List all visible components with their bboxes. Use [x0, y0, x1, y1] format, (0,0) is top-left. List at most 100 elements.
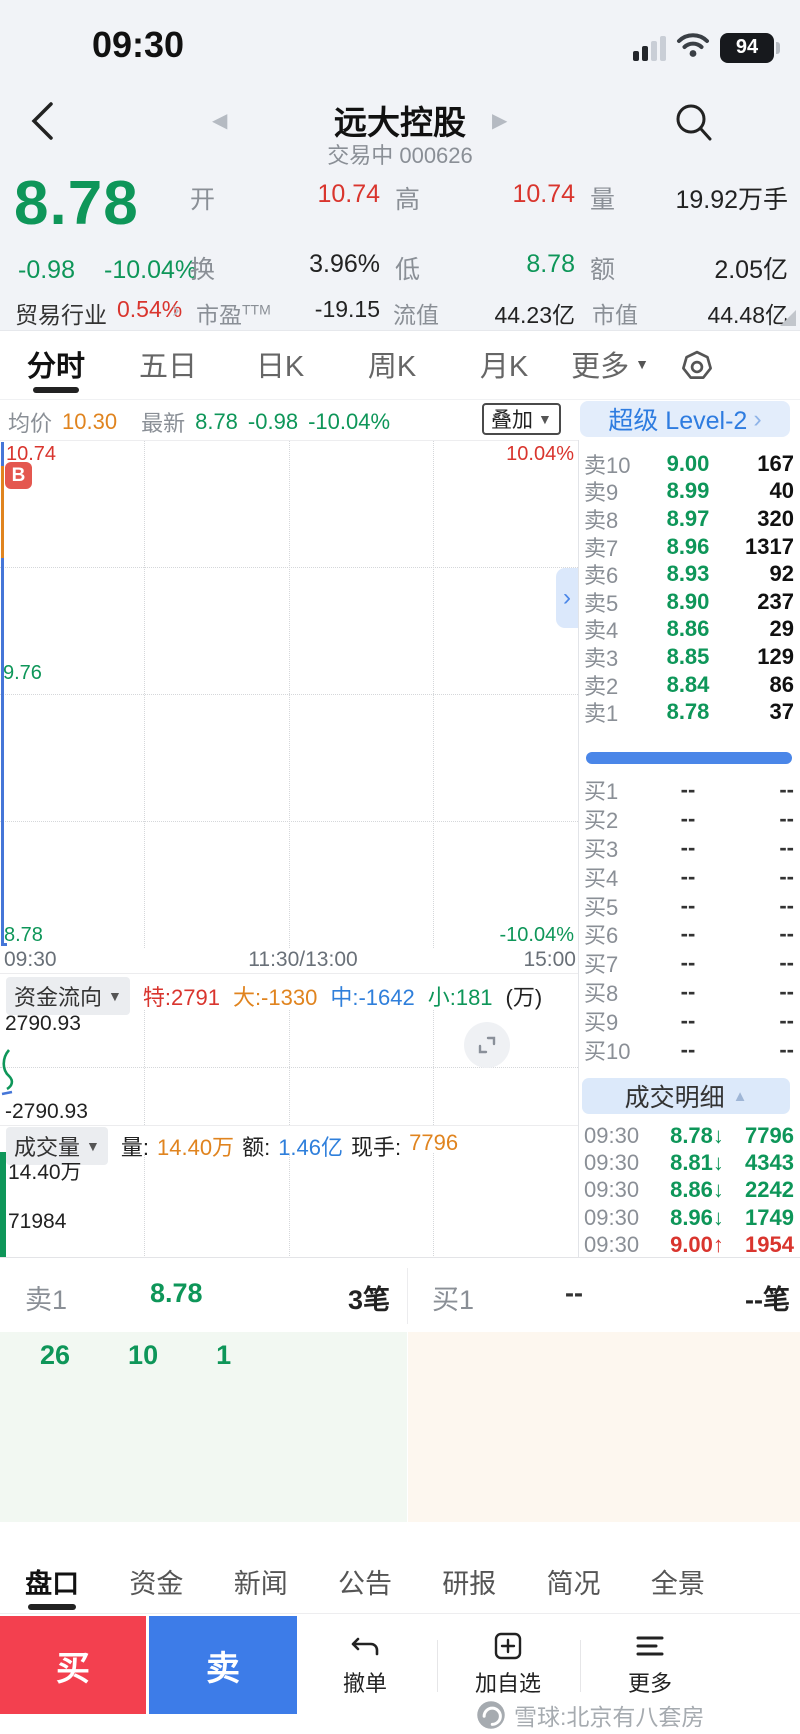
sell-level-row[interactable]: 卖2 8.84 86: [584, 671, 794, 699]
sell-level-row[interactable]: 卖6 8.93 92: [584, 561, 794, 589]
pane-border: [0, 1125, 578, 1126]
x-tick: 15:00: [523, 948, 576, 971]
level2-link[interactable]: 超级 Level-2 ›: [580, 401, 790, 437]
last-value: 8.78: [195, 409, 238, 434]
sell-queue-panel: [0, 1332, 407, 1522]
buy-level-row[interactable]: 买10 -- --: [584, 1036, 794, 1064]
trade-row: 09:30 8.81↓ 4343: [584, 1150, 794, 1176]
caret-down-icon: ▼: [86, 1138, 100, 1154]
sell-level-row[interactable]: 卖3 8.85 129: [584, 643, 794, 671]
volume-selector[interactable]: 成交量 ▼: [6, 1127, 108, 1165]
pct-axis-top: 10.04%: [506, 443, 574, 465]
signal-icon: [633, 35, 666, 61]
back-button[interactable]: [24, 98, 64, 149]
footer-tabs: 盘口 资金 新闻 公告 研报 简况 全景: [0, 1552, 730, 1610]
buy-level-row[interactable]: 买9 -- --: [584, 1007, 794, 1035]
current-price: 8.78: [14, 169, 139, 238]
cancel-order-icon: [351, 1637, 379, 1656]
period-tab[interactable]: 日K: [255, 351, 305, 383]
sell-level-row[interactable]: 卖1 8.78 37: [584, 699, 794, 727]
price-change: -0.98: [18, 256, 75, 284]
queue-lot: 26: [40, 1340, 71, 1370]
fullscreen-icon: [478, 1036, 496, 1054]
prev-stock-icon[interactable]: ◀: [212, 110, 228, 132]
buy-level-row[interactable]: 买5 -- --: [584, 892, 794, 920]
period-tab[interactable]: 周K: [367, 351, 417, 383]
stock-title: 远大控股: [334, 104, 466, 141]
footer-tab[interactable]: 全景: [650, 1568, 705, 1599]
buy-level-row[interactable]: 买8 -- --: [584, 978, 794, 1006]
buy1-label: 买1: [432, 1285, 475, 1315]
sell-level-row[interactable]: 卖8 8.97 320: [584, 505, 794, 533]
trade-row: 09:30 8.86↓ 2242: [584, 1177, 794, 1203]
sell-level-row[interactable]: 卖10 9.00 167: [584, 450, 794, 478]
market-cap-label: 市值: [592, 302, 638, 328]
wifi-icon: [676, 32, 710, 63]
cancel-order-button[interactable]: 撤单: [325, 1631, 405, 1698]
buy-level-row[interactable]: 买2 -- --: [584, 806, 794, 834]
funds-flow-values: 特:2791 大:-1330 中:-1642 小:181 (万): [143, 980, 542, 1012]
fullscreen-button[interactable]: [464, 1022, 510, 1068]
sell-level-row[interactable]: 卖4 8.86 29: [584, 616, 794, 644]
search-button[interactable]: [672, 100, 714, 149]
trade-row: 09:30 8.96↓ 1749: [584, 1204, 794, 1230]
footer-tab[interactable]: 简况: [546, 1568, 601, 1599]
footer-tab[interactable]: 公告: [337, 1568, 392, 1599]
snowball-logo-icon: [477, 1701, 505, 1729]
buy-level-row[interactable]: 买7 -- --: [584, 950, 794, 978]
triangle-up-icon: ▲: [732, 1087, 748, 1105]
trade-detail-list: 09:30 8.78↓ 7796 09:30 8.81↓ 4343 09:30 …: [584, 1122, 794, 1259]
period-tab[interactable]: 五日: [138, 351, 197, 383]
footer-tab[interactable]: 新闻: [233, 1568, 288, 1599]
funds-flow-item: 中:-1642: [330, 985, 415, 1010]
top-background: [0, 0, 800, 330]
volume-item: 额:: [242, 1135, 271, 1160]
stat-label: 量: [590, 186, 616, 214]
x-tick: 09:30: [4, 948, 57, 971]
pct-axis-bottom: -10.04%: [499, 924, 575, 946]
buy-level-row[interactable]: 买1 -- --: [584, 777, 794, 805]
footer-tab[interactable]: 盘口: [0, 1552, 104, 1610]
trade-detail-header[interactable]: 成交明细 ▲: [582, 1078, 790, 1114]
funds-flow-selector[interactable]: 资金流向 ▼: [6, 977, 130, 1015]
buy-level-row[interactable]: 买3 -- --: [584, 834, 794, 862]
next-stock-icon[interactable]: ▶: [492, 110, 508, 132]
funds-y-bottom: -2790.93: [5, 1100, 88, 1123]
collapse-orderbook-tab[interactable]: ›: [556, 568, 578, 628]
x-tick: 11:30/13:00: [248, 948, 358, 971]
period-tab[interactable]: 月K: [479, 351, 529, 383]
sell-buy-ratio-bar: [586, 752, 792, 764]
more-periods-button[interactable]: 更多 ▼: [571, 351, 649, 383]
sell-level-row[interactable]: 卖7 8.96 1317: [584, 533, 794, 561]
chevron-right-icon: ›: [753, 404, 762, 433]
industry-pct: 0.54%: [117, 296, 183, 322]
avg-label: 均价: [8, 411, 53, 436]
axis-border: [0, 973, 578, 974]
stat-label: 换: [190, 256, 216, 284]
expand-quote-icon[interactable]: [780, 310, 796, 326]
footer-tab[interactable]: 资金: [129, 1568, 184, 1599]
period-tab[interactable]: 分时: [0, 330, 112, 398]
funds-flow-item: 大:-1330: [232, 985, 318, 1010]
footer-tab[interactable]: 研报: [442, 1568, 497, 1599]
gear-icon: [682, 350, 712, 379]
chart-settings-button[interactable]: [678, 348, 718, 384]
price-line: [1, 442, 4, 946]
volume-values: 量: 14.40万 额: 1.46亿 现手: 7796: [121, 1130, 464, 1162]
sell1-count: 3笔: [347, 1285, 390, 1315]
buy-level-row[interactable]: 买6 -- --: [584, 921, 794, 949]
overlay-button[interactable]: 叠加 ▼: [482, 403, 561, 435]
sell-button[interactable]: 卖: [149, 1616, 297, 1714]
price-line-flat: [1, 943, 7, 946]
buy-level-row[interactable]: 买4 -- --: [584, 863, 794, 891]
more-actions-button[interactable]: 更多: [610, 1631, 690, 1698]
industry-link[interactable]: 贸易行业: [15, 302, 107, 328]
buy-button[interactable]: 买: [0, 1616, 146, 1714]
add-watchlist-button[interactable]: 加自选: [458, 1631, 558, 1698]
sell-level-row[interactable]: 卖5 8.90 237: [584, 588, 794, 616]
industry-chevron-icon[interactable]: ›: [172, 296, 180, 322]
sell-level-row[interactable]: 卖9 8.99 40: [584, 478, 794, 506]
queue-lot: 1: [216, 1340, 232, 1370]
plus-square-icon: [494, 1632, 522, 1660]
bid-ask-divider: [407, 1268, 408, 1324]
